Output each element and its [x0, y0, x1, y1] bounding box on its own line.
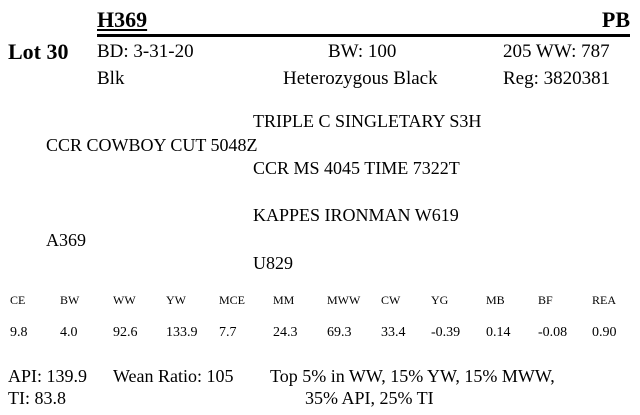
birth-date: BD: 3-31-20 [97, 41, 194, 62]
sire-dam: CCR MS 4045 TIME 7322T [253, 158, 460, 178]
epd-value: 7.7 [219, 325, 237, 340]
registration: Reg: 3820381 [503, 68, 611, 89]
epd-header: YW [166, 293, 186, 307]
epd-header: WW [113, 293, 136, 307]
lot-number: Lot 30 [8, 39, 69, 64]
dam: A369 [46, 230, 86, 250]
epd-value: 24.3 [273, 325, 298, 340]
epd-value: -0.39 [431, 325, 461, 340]
epd-header: YG [431, 293, 449, 307]
breed: PB [601, 7, 630, 32]
genotype: Heterozygous Black [283, 68, 438, 89]
sire-sire: TRIPLE C SINGLETARY S3H [253, 111, 482, 131]
epd-value: 0.14 [486, 325, 511, 340]
sire: CCR COWBOY CUT 5048Z [46, 135, 258, 155]
epd-header: MB [486, 293, 505, 307]
epd-header: CE [10, 293, 26, 307]
wean-ratio: Wean Ratio: 105 [113, 366, 234, 386]
epd-value: 33.4 [381, 325, 406, 340]
epd-value: -0.08 [538, 325, 568, 340]
header-rule [97, 34, 630, 37]
dam-sire: KAPPES IRONMAN W619 [253, 205, 459, 225]
epd-header: CW [381, 293, 401, 307]
epd-header: MWW [327, 293, 361, 307]
epd-value: 69.3 [327, 325, 352, 340]
percentile-rank: 35% API, 25% TI [305, 388, 434, 408]
birth-weight: BW: 100 [328, 41, 397, 62]
api: API: 139.9 [8, 366, 88, 386]
epd-value: 133.9 [166, 325, 198, 340]
animal-id: H369 [97, 7, 148, 32]
ti: TI: 83.8 [8, 388, 66, 408]
epd-value: 9.8 [10, 325, 28, 340]
percentile-rank: Top 5% in WW, 15% YW, 15% MWW, [270, 366, 555, 386]
color: Blk [97, 68, 125, 89]
epd-header: MCE [219, 293, 246, 307]
epd-header: BF [538, 293, 553, 307]
dam-dam: U829 [253, 253, 293, 273]
weaning-weight: 205 WW: 787 [503, 41, 610, 62]
epd-value: 4.0 [60, 325, 78, 340]
epd-value: 92.6 [113, 325, 138, 340]
epd-header: MM [273, 293, 295, 307]
epd-header: BW [60, 293, 80, 307]
epd-header: REA [592, 293, 616, 307]
epd-value: 0.90 [592, 325, 617, 340]
